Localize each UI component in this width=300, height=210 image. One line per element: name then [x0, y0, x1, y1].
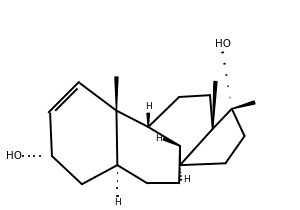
Text: HO: HO: [5, 151, 22, 161]
Text: H: H: [183, 175, 190, 184]
Polygon shape: [213, 81, 217, 129]
Text: H: H: [145, 102, 152, 111]
Polygon shape: [163, 138, 180, 146]
Text: H: H: [155, 134, 162, 143]
Polygon shape: [147, 113, 149, 127]
Text: HO: HO: [215, 39, 231, 49]
Polygon shape: [232, 101, 255, 109]
Text: H: H: [114, 198, 121, 207]
Polygon shape: [115, 77, 118, 111]
